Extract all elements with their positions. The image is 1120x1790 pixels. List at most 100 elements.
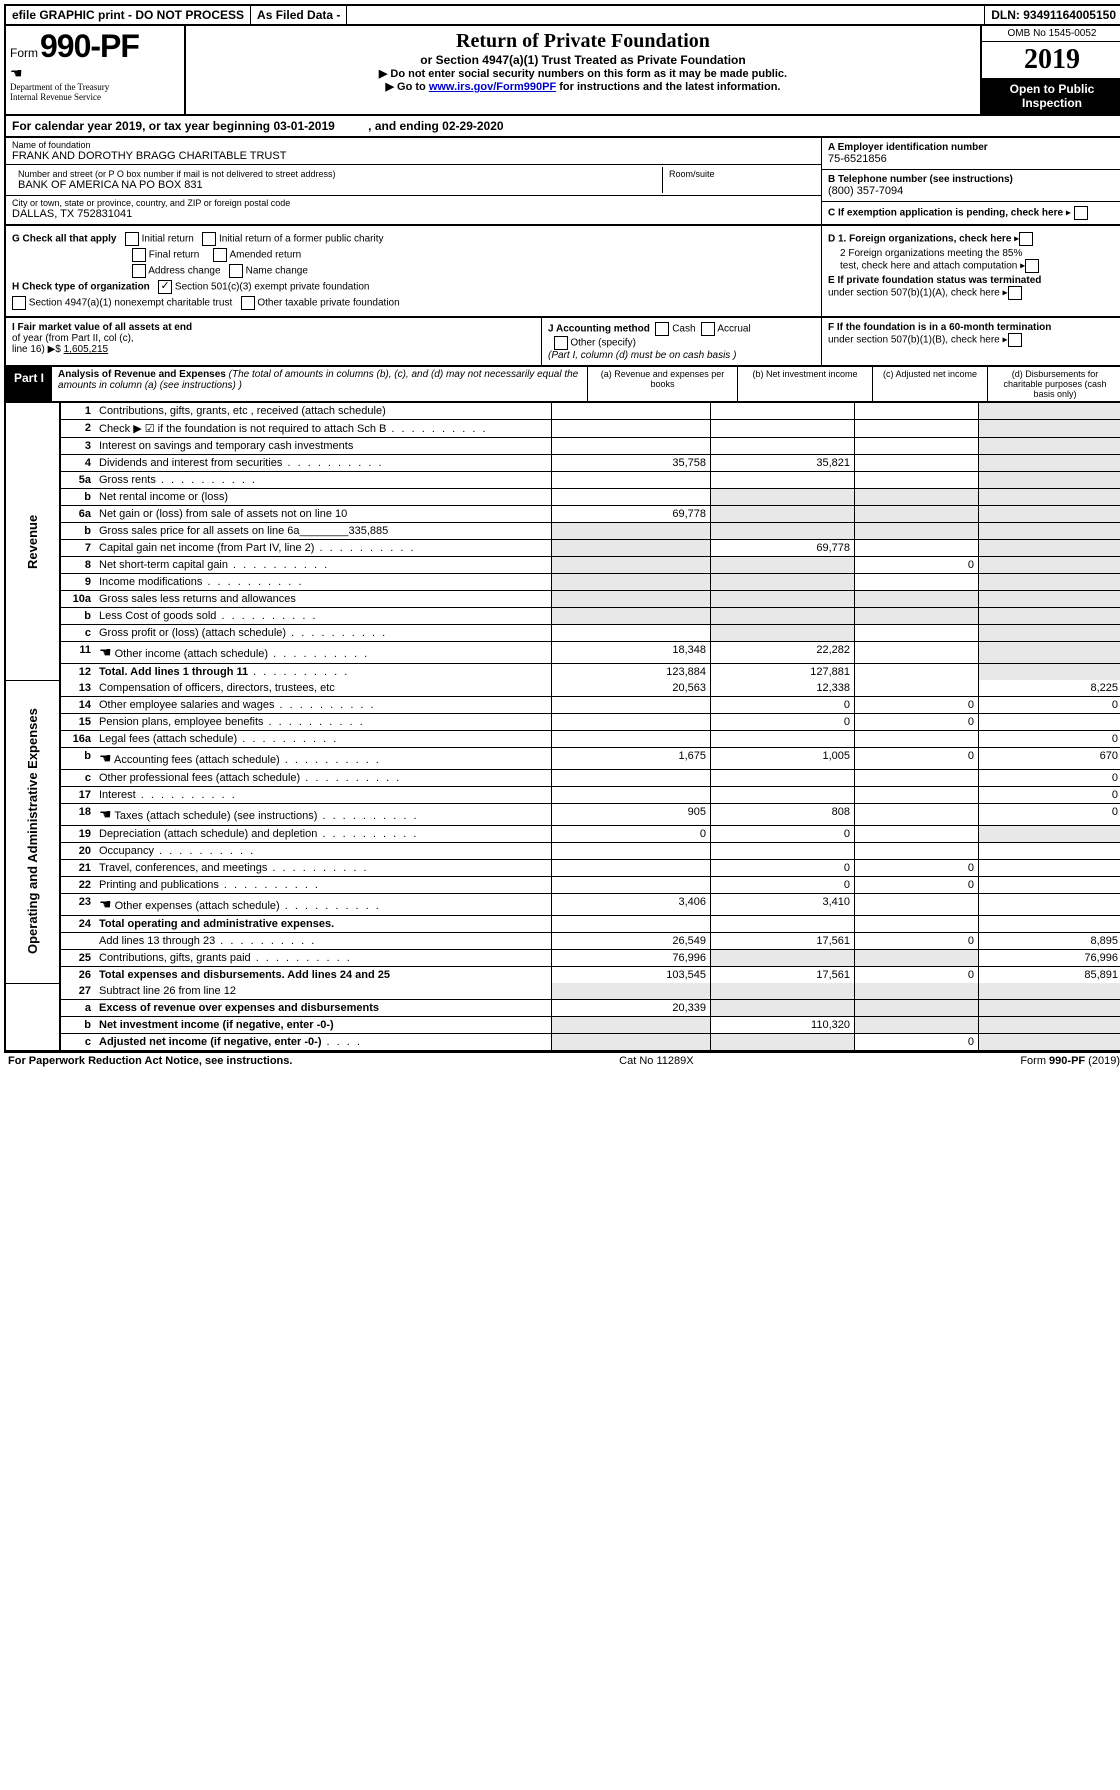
col-c-value: 0 <box>855 967 979 984</box>
top-bar: efile GRAPHIC print - DO NOT PROCESS As … <box>4 4 1120 26</box>
col-a-value <box>552 489 711 506</box>
line-number: 24 <box>60 916 95 933</box>
table-row: 25Contributions, gifts, grants paid76,99… <box>5 950 1120 967</box>
col-b-value <box>711 557 855 574</box>
col-a-value: 69,778 <box>552 506 711 523</box>
street-value: BANK OF AMERICA NA PO BOX 831 <box>18 179 656 191</box>
col-c-value <box>855 826 979 843</box>
4947-checkbox[interactable] <box>12 296 26 310</box>
table-row: 21Travel, conferences, and meetings00 <box>5 860 1120 877</box>
f-checkbox[interactable] <box>1008 333 1022 347</box>
line-description: Depreciation (attach schedule) and deple… <box>95 826 552 843</box>
col-b-value <box>711 787 855 804</box>
table-row: b☚ Accounting fees (attach schedule)1,67… <box>5 748 1120 770</box>
c-pending-checkbox[interactable] <box>1074 206 1088 220</box>
attachment-icon[interactable]: ☚ <box>99 644 112 660</box>
dept-irs: Internal Revenue Service <box>10 92 180 102</box>
col-b-value <box>711 983 855 1000</box>
col-c-value <box>855 804 979 826</box>
table-row: 16aLegal fees (attach schedule)0 <box>5 731 1120 748</box>
name-label: Name of foundation <box>12 140 815 150</box>
line-description: Travel, conferences, and meetings <box>95 860 552 877</box>
e-checkbox[interactable] <box>1008 286 1022 300</box>
line-description: Legal fees (attach schedule) <box>95 731 552 748</box>
col-b-value: 35,821 <box>711 455 855 472</box>
line-description: Gross rents <box>95 472 552 489</box>
table-row: 19Depreciation (attach schedule) and dep… <box>5 826 1120 843</box>
g-row-3: Address change Name change <box>132 264 815 278</box>
col-b-head: (b) Net investment income <box>737 367 872 401</box>
part1-label: Part I <box>6 367 52 401</box>
col-c-value <box>855 916 979 933</box>
col-d-value <box>979 826 1120 843</box>
f-line1: F If the foundation is in a 60-month ter… <box>828 322 1051 333</box>
col-c-value <box>855 770 979 787</box>
col-b-value <box>711 950 855 967</box>
i-line3: line 16) ▶$ <box>12 344 64 355</box>
col-a-value <box>552 877 711 894</box>
name-change-checkbox[interactable] <box>229 264 243 278</box>
revenue-side-label: Revenue <box>5 403 60 680</box>
other-method-checkbox[interactable] <box>554 336 568 350</box>
501c3-label: Section 501(c)(3) exempt private foundat… <box>175 282 370 293</box>
line-description: Subtract line 26 from line 12 <box>95 983 552 1000</box>
checks-block: G Check all that apply Initial return In… <box>4 226 1120 318</box>
col-c-value <box>855 983 979 1000</box>
dln-label: DLN: 93491164005150 <box>985 6 1120 24</box>
501c3-checkbox[interactable]: ✓ <box>158 280 172 294</box>
table-row: 11☚ Other income (attach schedule)18,348… <box>5 642 1120 664</box>
line-description: Net rental income or (loss) <box>95 489 552 506</box>
line-description: Adjusted net income (if negative, enter … <box>95 1034 552 1052</box>
d1-checkbox[interactable] <box>1019 232 1033 246</box>
e1-label: E If private foundation status was termi… <box>828 275 1041 286</box>
line-number: b <box>60 523 95 540</box>
irs-link[interactable]: www.irs.gov/Form990PF <box>429 81 556 93</box>
line-number: 20 <box>60 843 95 860</box>
line-number: 21 <box>60 860 95 877</box>
col-c-value <box>855 680 979 697</box>
final-return-checkbox[interactable] <box>132 248 146 262</box>
accrual-checkbox[interactable] <box>701 322 715 336</box>
col-c-value: 0 <box>855 697 979 714</box>
attachment-icon[interactable]: ☚ <box>99 896 112 912</box>
col-d-value: 0 <box>979 804 1120 826</box>
table-row: 20Occupancy <box>5 843 1120 860</box>
col-a-value <box>552 731 711 748</box>
col-d-value <box>979 916 1120 933</box>
attachment-icon[interactable]: ☚ <box>99 806 112 822</box>
cash-checkbox[interactable] <box>655 322 669 336</box>
col-b-value <box>711 403 855 420</box>
col-a-value: 35,758 <box>552 455 711 472</box>
cat-number: Cat No 11289X <box>619 1055 693 1067</box>
col-b-value <box>711 1000 855 1017</box>
initial-return-checkbox[interactable] <box>125 232 139 246</box>
col-b-value: 0 <box>711 860 855 877</box>
table-row: 17Interest0 <box>5 787 1120 804</box>
col-c-value <box>855 540 979 557</box>
header-right: OMB No 1545-0052 2019 Open to Public Ins… <box>980 26 1120 114</box>
col-b-value: 0 <box>711 697 855 714</box>
line-description: Other professional fees (attach schedule… <box>95 770 552 787</box>
col-c-value <box>855 787 979 804</box>
col-c-value <box>855 894 979 916</box>
form-subtitle: or Section 4947(a)(1) Trust Treated as P… <box>194 53 972 67</box>
line-description: Income modifications <box>95 574 552 591</box>
attachment-icon[interactable]: ☚ <box>99 750 112 766</box>
amended-return-checkbox[interactable] <box>213 248 227 262</box>
col-b-value <box>711 472 855 489</box>
col-a-value <box>552 403 711 420</box>
line-number: b <box>60 1017 95 1034</box>
col-d-value <box>979 472 1120 489</box>
address-change-checkbox[interactable] <box>132 264 146 278</box>
tax-year: 2019 <box>982 42 1120 78</box>
d2-checkbox[interactable] <box>1025 259 1039 273</box>
ijf-row: I Fair market value of all assets at end… <box>4 318 1120 367</box>
line-description: Add lines 13 through 23 <box>95 933 552 950</box>
col-a-value <box>552 574 711 591</box>
line-number: 5a <box>60 472 95 489</box>
other-taxable-checkbox[interactable] <box>241 296 255 310</box>
col-a-value: 123,884 <box>552 664 711 681</box>
initial-former-checkbox[interactable] <box>202 232 216 246</box>
entity-left: Name of foundation FRANK AND DOROTHY BRA… <box>6 138 822 224</box>
checks-right: D 1. Foreign organizations, check here ▸… <box>822 226 1120 316</box>
